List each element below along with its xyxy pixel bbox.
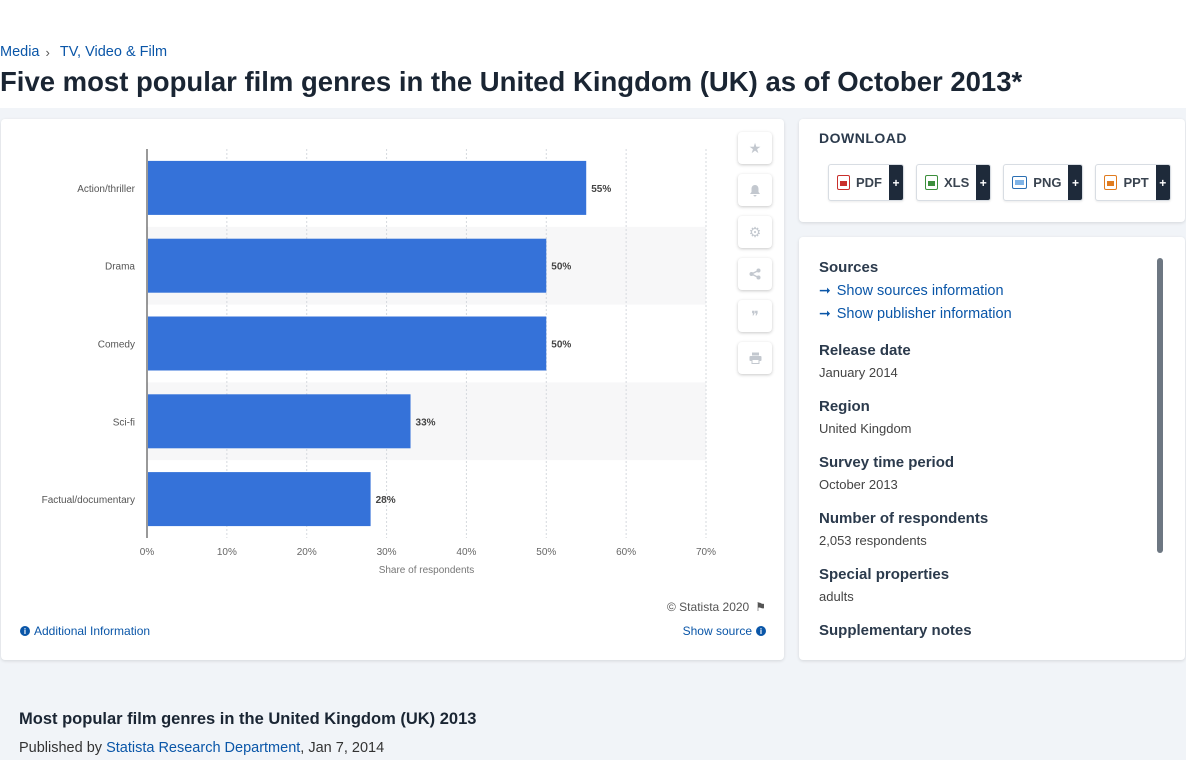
respondents-label: Number of respondents bbox=[819, 510, 1149, 527]
category-label: Comedy bbox=[98, 340, 135, 351]
chart-panel: 0% 10% 20% 30% 40% 50% 60% 70% Share of responde… bbox=[1, 119, 784, 660]
bar bbox=[148, 472, 371, 526]
show-publisher-label: Show publisher information bbox=[837, 306, 1012, 322]
published-line: Published by Statista Research Departmen… bbox=[19, 740, 384, 756]
show-source-link[interactable]: Show source i bbox=[683, 624, 766, 638]
data-label: 50% bbox=[551, 340, 571, 351]
page-title: Five most popular film genres in the Uni… bbox=[0, 66, 1022, 98]
bar-chart: 0% 10% 20% 30% 40% 50% 60% 70% Share of responde… bbox=[1, 119, 784, 589]
ppt-plus[interactable]: + bbox=[1156, 165, 1170, 200]
download-pdf-label: PDF bbox=[856, 175, 882, 190]
bar bbox=[148, 394, 411, 448]
x-tick-label: 10% bbox=[217, 547, 237, 558]
flag-icon[interactable]: ⚑ bbox=[755, 600, 766, 614]
download-xls-label: XLS bbox=[944, 175, 969, 190]
png-plus[interactable]: + bbox=[1068, 165, 1082, 200]
chart-toolbar: ★ ⚙ ❞ bbox=[738, 132, 772, 374]
sources-scrollbar[interactable] bbox=[1157, 258, 1163, 553]
info-icon: i bbox=[20, 626, 30, 636]
bar bbox=[148, 239, 546, 293]
bell-icon[interactable] bbox=[738, 174, 772, 206]
data-label: 28% bbox=[376, 495, 396, 506]
category-label: Drama bbox=[105, 262, 135, 273]
arrow-right-icon: ➞ bbox=[819, 282, 831, 299]
x-tick-label: 40% bbox=[456, 547, 476, 558]
copyright: © Statista 2020 ⚑ bbox=[667, 600, 766, 614]
download-title: DOWNLOAD bbox=[819, 130, 907, 146]
xls-plus[interactable]: + bbox=[976, 165, 990, 200]
print-icon[interactable] bbox=[738, 342, 772, 374]
share-icon[interactable] bbox=[738, 258, 772, 290]
related-statistic-title: Most popular film genres in the United K… bbox=[19, 710, 476, 729]
arrow-right-icon: ➞ bbox=[819, 305, 831, 322]
release-date-label: Release date bbox=[819, 342, 1149, 359]
x-tick-label: 50% bbox=[536, 547, 556, 558]
sources-content: Sources ➞ Show sources information ➞ Sho… bbox=[819, 259, 1149, 645]
pdf-icon bbox=[837, 175, 850, 190]
x-tick-label: 70% bbox=[696, 547, 716, 558]
category-label: Factual/documentary bbox=[42, 495, 135, 506]
copyright-text: © Statista 2020 bbox=[667, 600, 749, 614]
region-label: Region bbox=[819, 398, 1149, 415]
data-label: 50% bbox=[551, 262, 571, 273]
star-icon[interactable]: ★ bbox=[738, 132, 772, 164]
x-tick-label: 60% bbox=[616, 547, 636, 558]
show-source-label: Show source bbox=[683, 624, 752, 638]
info-icon: i bbox=[756, 626, 766, 636]
published-date: , Jan 7, 2014 bbox=[300, 740, 384, 756]
published-by-label: Published by bbox=[19, 740, 102, 756]
release-date-value: January 2014 bbox=[819, 365, 1149, 380]
data-label: 55% bbox=[591, 184, 611, 195]
breadcrumb-tv-video-film[interactable]: TV, Video & Film bbox=[60, 44, 167, 60]
x-tick-label: 0% bbox=[140, 547, 155, 558]
category-label: Action/thriller bbox=[77, 184, 135, 195]
x-tick-label: 30% bbox=[377, 547, 397, 558]
survey-period-label: Survey time period bbox=[819, 454, 1149, 471]
x-tick-label: 20% bbox=[297, 547, 317, 558]
survey-period-value: October 2013 bbox=[819, 477, 1149, 492]
download-ppt-label: PPT bbox=[1123, 175, 1148, 190]
show-publisher-link[interactable]: ➞ Show publisher information bbox=[819, 305, 1149, 322]
special-properties-label: Special properties bbox=[819, 566, 1149, 583]
respondents-value: 2,053 respondents bbox=[819, 533, 1149, 548]
data-label: 33% bbox=[416, 417, 436, 428]
additional-information-link[interactable]: i Additional Information bbox=[20, 624, 150, 638]
download-png-label: PNG bbox=[1033, 175, 1061, 190]
chevron-right-icon: › bbox=[46, 45, 50, 60]
x-axis-label: Share of respondents bbox=[379, 565, 475, 576]
gear-icon[interactable]: ⚙ bbox=[738, 216, 772, 248]
download-buttons: PDF + XLS + PNG + PPT + bbox=[828, 164, 1171, 201]
download-png-button[interactable]: PNG + bbox=[1003, 164, 1083, 201]
breadcrumb: Media › TV, Video & Film bbox=[0, 44, 167, 60]
bar bbox=[148, 161, 586, 215]
download-xls-button[interactable]: XLS + bbox=[916, 164, 991, 201]
pdf-plus[interactable]: + bbox=[889, 165, 903, 200]
additional-information-label: Additional Information bbox=[34, 624, 150, 638]
ppt-icon bbox=[1104, 175, 1117, 190]
special-properties-value: adults bbox=[819, 589, 1149, 604]
breadcrumb-media[interactable]: Media bbox=[0, 44, 40, 60]
quote-icon[interactable]: ❞ bbox=[738, 300, 772, 332]
show-sources-link[interactable]: ➞ Show sources information bbox=[819, 282, 1149, 299]
xls-icon bbox=[925, 175, 938, 190]
sources-panel: Sources ➞ Show sources information ➞ Sho… bbox=[799, 237, 1185, 660]
download-ppt-button[interactable]: PPT + bbox=[1095, 164, 1170, 201]
supplementary-notes-label: Supplementary notes bbox=[819, 622, 1149, 639]
category-label: Sci-fi bbox=[113, 417, 135, 428]
publisher-link[interactable]: Statista Research Department bbox=[106, 740, 300, 756]
download-pdf-button[interactable]: PDF + bbox=[828, 164, 904, 201]
region-value: United Kingdom bbox=[819, 421, 1149, 436]
sources-heading: Sources bbox=[819, 259, 1149, 276]
bar bbox=[148, 317, 546, 371]
show-sources-label: Show sources information bbox=[837, 283, 1004, 299]
download-panel: DOWNLOAD PDF + XLS + PNG + PPT + bbox=[799, 119, 1185, 222]
png-icon bbox=[1012, 176, 1027, 189]
